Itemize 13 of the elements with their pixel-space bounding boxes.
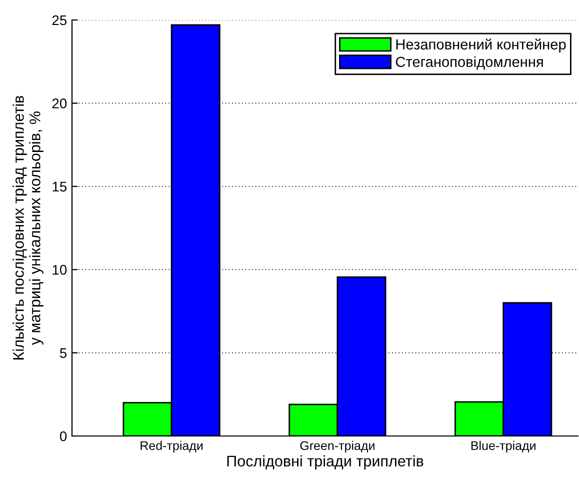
y-tick-label: 15 — [52, 182, 67, 192]
x-axis-title: Послідовні тріади триплетів — [227, 455, 424, 470]
y-tick-label: 10 — [52, 264, 67, 275]
y-tick-label: 5 — [60, 348, 67, 358]
y-tick-label: 25 — [52, 15, 67, 26]
x-tick-label: Red-тріади — [140, 440, 203, 453]
y-tick-label: 0 — [60, 431, 67, 442]
x-tick-label: Green-тріади — [300, 440, 374, 453]
y-tick-label: 20 — [52, 98, 67, 108]
y-axis-title: Кількість послідовних тріад триплетів у матриці унікальних кольорів, % — [12, 96, 44, 360]
x-tick-label: Blue-тріади — [471, 440, 536, 453]
legend-label: Стеганоповідомлення — [396, 56, 543, 70]
legend-label: Незаповнений контейнер — [396, 38, 566, 52]
